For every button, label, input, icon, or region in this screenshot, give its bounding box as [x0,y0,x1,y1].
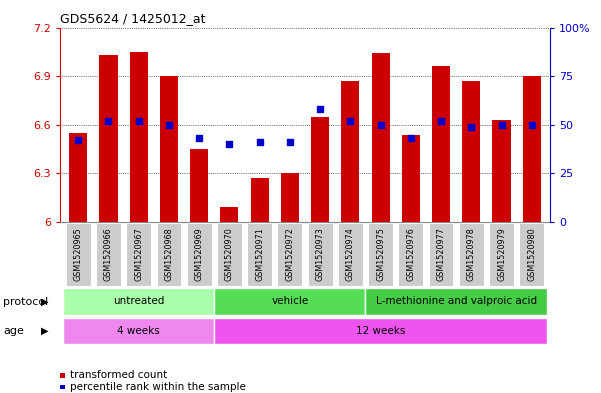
FancyBboxPatch shape [368,223,393,286]
Point [255,139,264,145]
Text: GSM1520973: GSM1520973 [316,228,325,281]
Bar [190,149,209,222]
Text: protocol: protocol [3,297,48,307]
FancyBboxPatch shape [398,223,423,286]
Text: GSM1520978: GSM1520978 [467,228,476,281]
Point [497,122,507,128]
Bar [251,178,269,222]
FancyBboxPatch shape [365,288,547,315]
Text: GDS5624 / 1425012_at: GDS5624 / 1425012_at [60,12,206,25]
Text: vehicle: vehicle [271,296,308,306]
FancyBboxPatch shape [63,288,215,315]
FancyBboxPatch shape [96,223,121,286]
Text: untreated: untreated [113,296,165,306]
FancyBboxPatch shape [247,223,272,286]
Text: GSM1520971: GSM1520971 [255,228,264,281]
Bar [130,52,148,222]
Bar [160,76,178,222]
Text: GSM1520966: GSM1520966 [104,228,113,281]
Point [194,135,204,141]
Text: age: age [3,326,24,336]
Text: GSM1520979: GSM1520979 [497,228,506,281]
FancyBboxPatch shape [308,223,332,286]
FancyBboxPatch shape [429,223,454,286]
Text: L-methionine and valproic acid: L-methionine and valproic acid [376,296,537,306]
Point [73,137,83,143]
Point [376,122,385,128]
Text: GSM1520972: GSM1520972 [285,228,294,281]
Text: 4 weeks: 4 weeks [117,325,160,336]
Text: 12 weeks: 12 weeks [356,325,405,336]
Bar [432,66,450,222]
Text: percentile rank within the sample: percentile rank within the sample [70,382,246,392]
Point [527,122,537,128]
Bar [69,133,87,222]
Bar [371,53,389,222]
Point [134,118,144,124]
Bar [492,120,511,222]
Point [466,123,476,130]
Bar [99,55,118,222]
FancyBboxPatch shape [215,318,547,344]
Bar [221,208,239,222]
Point [103,118,113,124]
Point [346,118,355,124]
FancyBboxPatch shape [489,223,514,286]
Text: GSM1520976: GSM1520976 [406,228,415,281]
Text: ▶: ▶ [41,297,49,307]
Bar [462,81,480,222]
Text: GSM1520965: GSM1520965 [74,228,83,281]
Text: ▶: ▶ [41,326,49,336]
FancyBboxPatch shape [156,223,182,286]
Text: transformed count: transformed count [70,370,167,380]
Text: GSM1520970: GSM1520970 [225,228,234,281]
FancyBboxPatch shape [278,223,302,286]
FancyBboxPatch shape [187,223,212,286]
Point [285,139,294,145]
FancyBboxPatch shape [126,223,151,286]
FancyBboxPatch shape [215,288,365,315]
Text: GSM1520980: GSM1520980 [527,228,536,281]
FancyBboxPatch shape [519,223,544,286]
Text: GSM1520968: GSM1520968 [165,228,174,281]
Text: GSM1520969: GSM1520969 [195,228,204,281]
Text: GSM1520975: GSM1520975 [376,228,385,281]
Bar [311,117,329,222]
Bar [281,173,299,222]
Text: GSM1520974: GSM1520974 [346,228,355,281]
Bar [341,81,359,222]
Bar [523,76,541,222]
FancyBboxPatch shape [217,223,242,286]
Bar [401,134,420,222]
Point [164,122,174,128]
Text: GSM1520967: GSM1520967 [134,228,143,281]
FancyBboxPatch shape [66,223,91,286]
Point [406,135,416,141]
Point [436,118,446,124]
FancyBboxPatch shape [338,223,363,286]
Point [225,141,234,147]
Text: GSM1520977: GSM1520977 [436,228,445,281]
Point [316,106,325,112]
FancyBboxPatch shape [459,223,484,286]
FancyBboxPatch shape [63,318,215,344]
